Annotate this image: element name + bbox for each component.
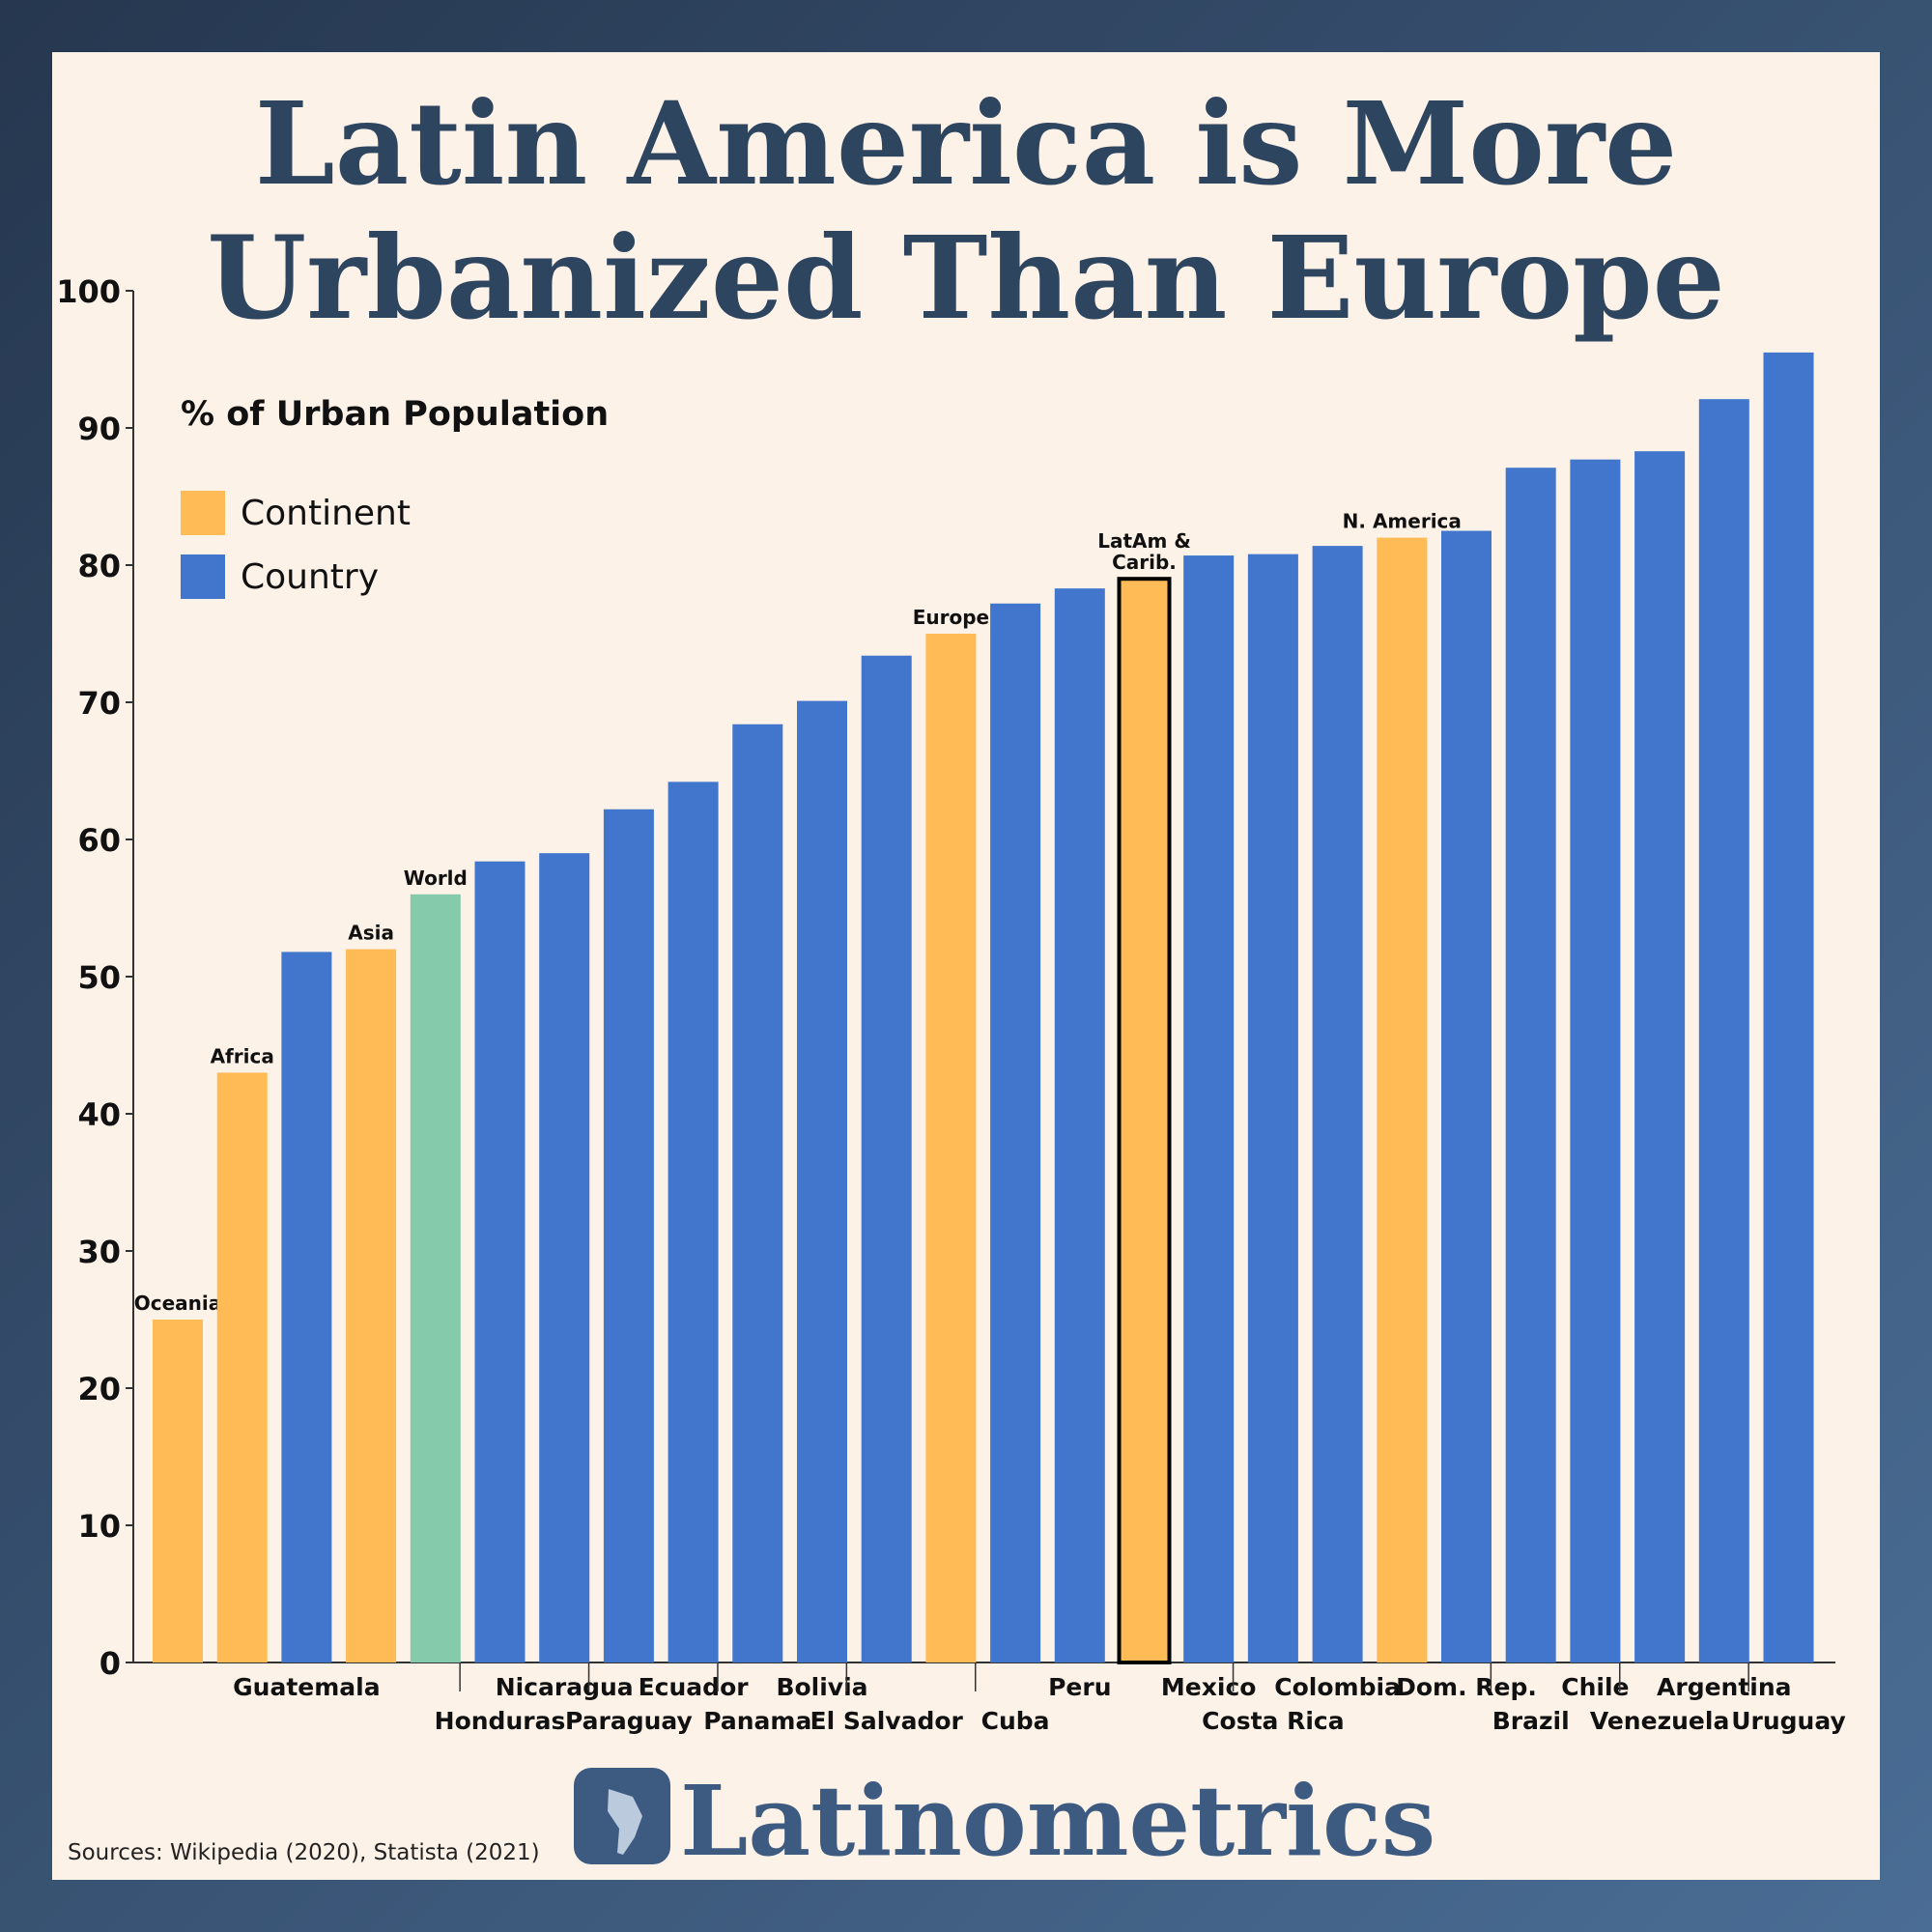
bar	[1117, 577, 1172, 1665]
x-tick-label: Panama	[703, 1707, 811, 1735]
legend-label: Continent	[241, 494, 411, 533]
x-tick-label: Costa Rica	[1202, 1707, 1344, 1735]
x-tick-label: Chile	[1561, 1673, 1629, 1701]
y-tick-label: 0	[99, 1645, 121, 1682]
x-tick-label: Argentina	[1657, 1673, 1792, 1701]
x-tick-label: Paraguay	[565, 1707, 693, 1735]
bar	[668, 781, 719, 1662]
bar	[1054, 588, 1105, 1662]
x-tick-label: Peru	[1048, 1673, 1111, 1701]
bar-label: LatAm & Carib.	[1097, 529, 1191, 574]
x-tick-label: Dom. Rep.	[1396, 1673, 1537, 1701]
y-tick-label: 30	[77, 1234, 121, 1270]
bar	[797, 700, 847, 1662]
source: Sources: Wikipedia (2020), Statista (202…	[68, 1840, 540, 1865]
logo: Latinometrics	[574, 1764, 1435, 1878]
x-tick-label: Venezuela	[1590, 1707, 1729, 1735]
bar	[732, 724, 783, 1662]
bar	[1377, 537, 1428, 1662]
y-tick-label: 60	[77, 822, 121, 859]
bar	[925, 634, 977, 1662]
bar	[474, 861, 526, 1662]
brand: Latinometrics	[680, 1764, 1435, 1878]
y-tick-label: 40	[77, 1096, 121, 1133]
bar-label: Africa	[211, 1044, 274, 1067]
legend-label: Country	[241, 557, 379, 597]
logo-map	[608, 1789, 642, 1855]
legend-swatch	[181, 554, 225, 599]
x-tick-label: El Salvador	[810, 1707, 964, 1735]
y-tick-label: 70	[77, 685, 121, 722]
chart-title: Latin America is More Urbanized Than Euro…	[207, 76, 1724, 345]
bar-label: Oceania	[134, 1292, 222, 1315]
bar	[603, 809, 654, 1662]
bar	[1505, 468, 1556, 1663]
bar-label: Asia	[348, 922, 394, 945]
y-tick-label: 10	[77, 1508, 121, 1545]
bar	[410, 894, 461, 1662]
x-tick-label: Uruguay	[1731, 1707, 1846, 1735]
bar-label: Europe	[913, 606, 989, 629]
x-tick-label: Nicaragua	[496, 1673, 634, 1701]
y-tick-label: 20	[77, 1371, 121, 1407]
bar	[1441, 530, 1492, 1662]
x-tick-label: Colombia	[1274, 1673, 1401, 1701]
x-tick-label: Honduras	[435, 1707, 566, 1735]
subtitle: % of Urban Population	[181, 395, 609, 434]
x-tick-label: Bolivia	[776, 1673, 867, 1701]
y-tick-label: 90	[77, 411, 121, 447]
bar	[216, 1072, 268, 1662]
bar	[1698, 399, 1749, 1663]
bar	[1183, 555, 1235, 1662]
bar	[1312, 546, 1363, 1662]
bar	[861, 655, 912, 1662]
x-tick-label: Mexico	[1161, 1673, 1257, 1701]
legend-swatch	[181, 491, 225, 535]
bar	[1570, 459, 1621, 1662]
y-tick-label: 100	[56, 273, 121, 310]
y-tick-label: 50	[77, 959, 121, 996]
bar-label: World	[404, 867, 468, 890]
x-tick-label: Guatemala	[233, 1673, 380, 1701]
bar	[1634, 451, 1686, 1662]
bar	[990, 603, 1041, 1662]
bar	[153, 1320, 203, 1662]
y-tick-label: 80	[77, 548, 121, 584]
bar	[1763, 352, 1814, 1662]
x-tick-label: Brazil	[1492, 1707, 1570, 1735]
bar	[1247, 554, 1298, 1662]
bar	[281, 952, 332, 1662]
x-tick-label: Cuba	[981, 1707, 1050, 1735]
bar-label: N. America	[1343, 510, 1462, 533]
x-tick-label: Ecuador	[639, 1673, 750, 1701]
bar	[539, 853, 590, 1662]
bar	[346, 949, 397, 1662]
